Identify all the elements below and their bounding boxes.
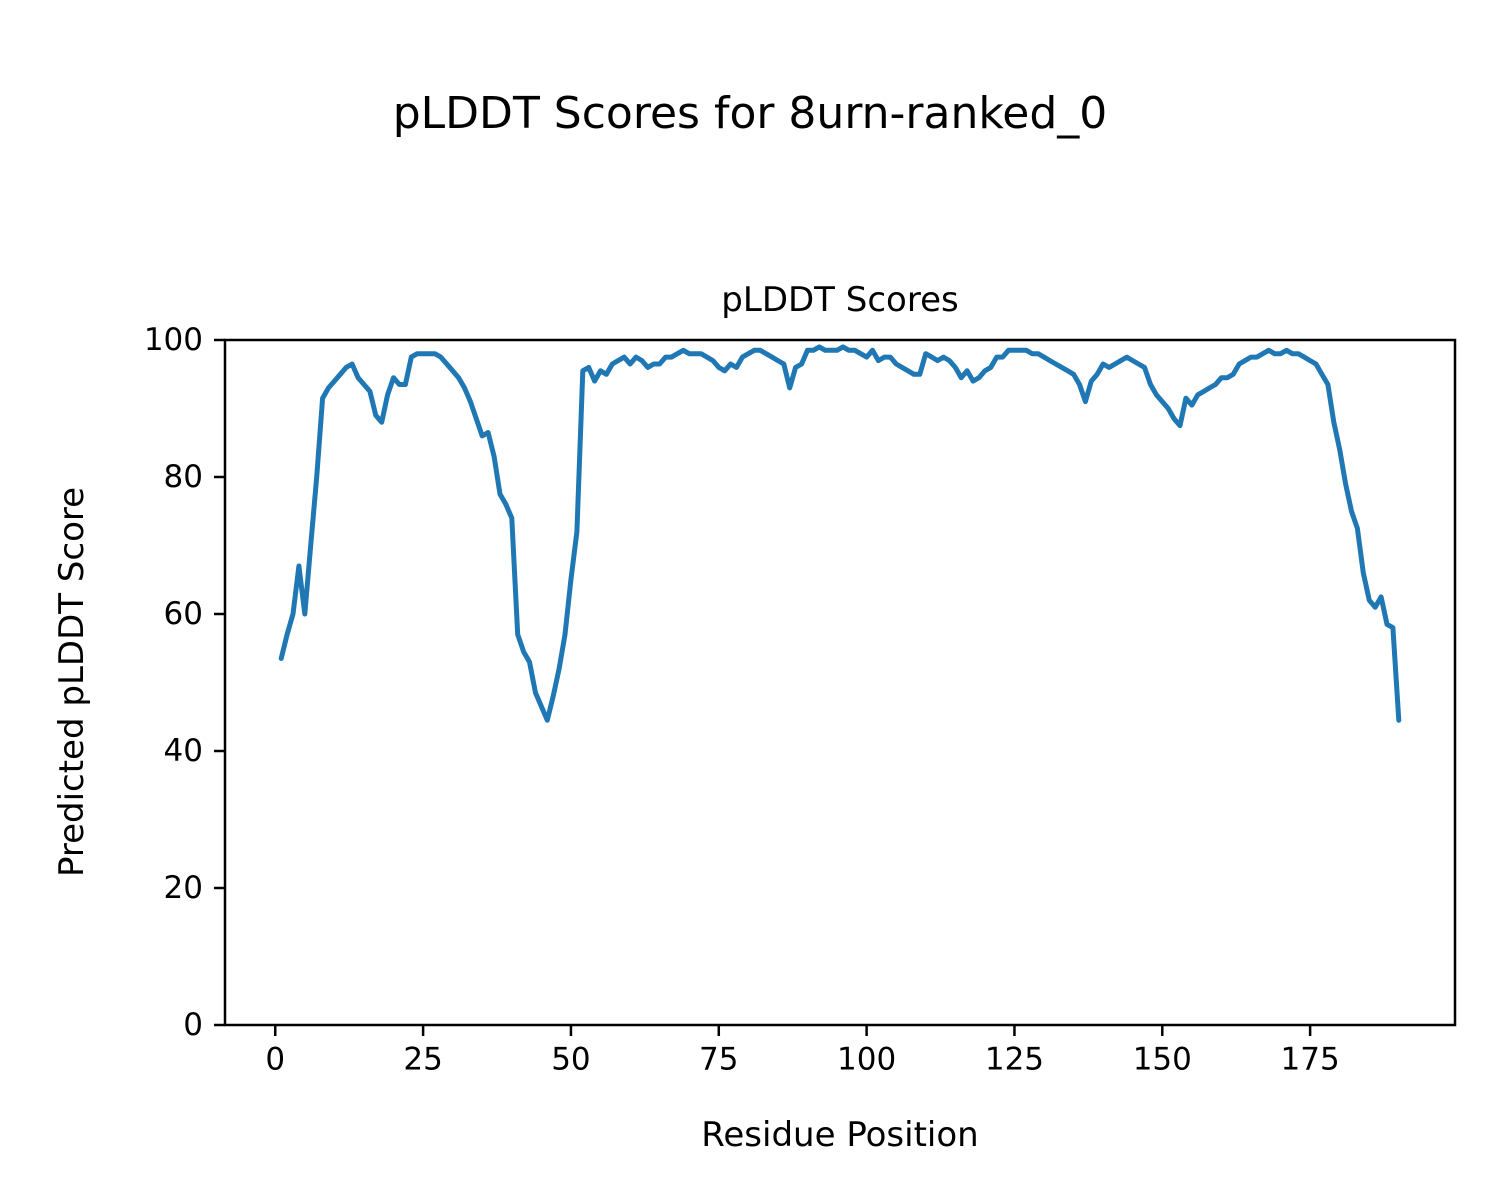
y-tick-label: 20 [164,870,203,906]
x-tick-label: 50 [551,1041,590,1077]
y-axis-label: Predicted pLDDT Score [52,486,92,878]
x-tick-label: 125 [985,1041,1044,1077]
x-tick-label: 0 [265,1041,285,1077]
x-tick-label: 25 [403,1041,442,1077]
x-tick-label: 150 [1133,1041,1192,1077]
y-tick-label: 60 [164,596,203,632]
x-axis-label: Residue Position [701,1115,979,1155]
figure-title: pLDDT Scores for 8urn-ranked_0 [392,88,1108,139]
y-tick-label: 80 [164,459,203,495]
y-tick-label: 40 [164,733,203,769]
axes-box [223,338,1457,1027]
x-tick-label: 100 [837,1041,896,1077]
x-tick-label: 175 [1281,1041,1340,1077]
x-tick-label: 75 [699,1041,738,1077]
axes-title: pLDDT Scores [721,280,959,320]
y-tick-label: 100 [144,322,203,358]
y-tick-label: 0 [183,1007,203,1043]
plddt-line [278,344,1402,723]
